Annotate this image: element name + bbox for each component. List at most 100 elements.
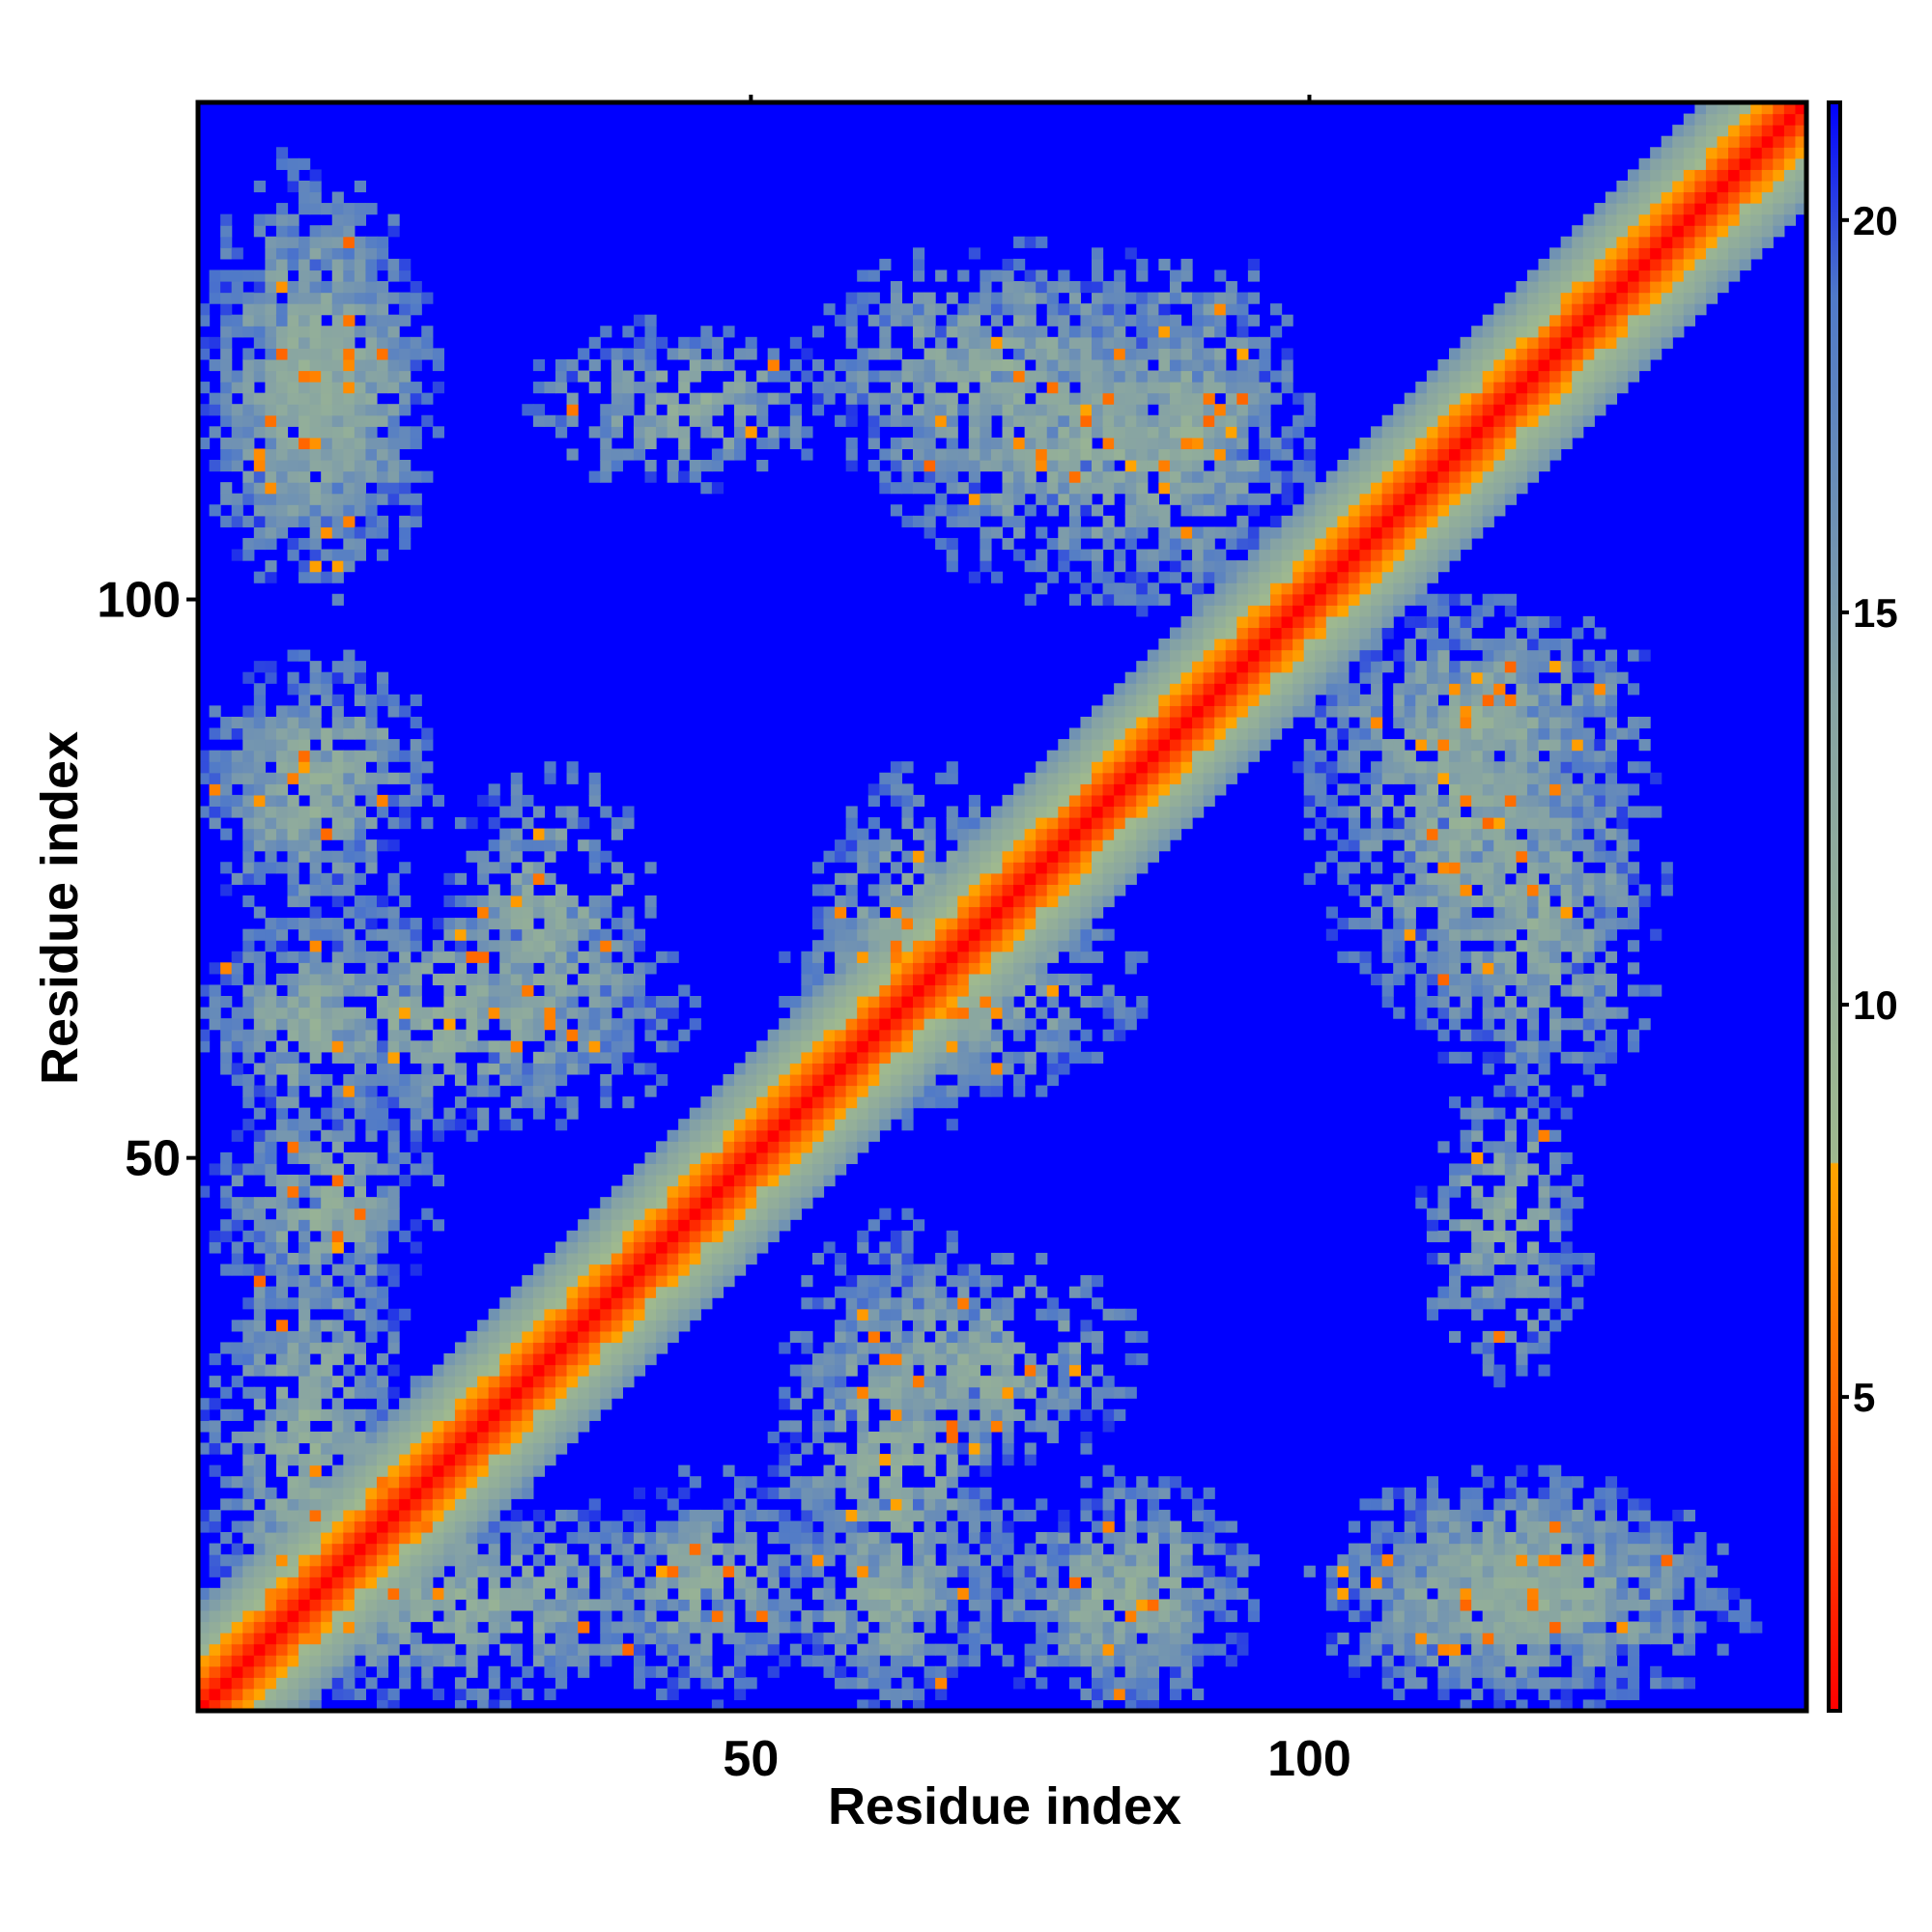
heatmap-cell — [410, 1085, 422, 1097]
heatmap-cell — [331, 850, 344, 863]
heatmap-cell — [879, 1107, 892, 1120]
heatmap-cell — [935, 962, 948, 975]
heatmap-cell — [811, 1353, 825, 1366]
heatmap-cell — [287, 671, 299, 684]
heatmap-cell — [220, 1264, 233, 1276]
heatmap-cell — [857, 1297, 869, 1310]
heatmap-cell — [600, 1073, 612, 1087]
heatmap-cell — [1024, 940, 1037, 952]
heatmap-cell — [198, 1509, 211, 1522]
heatmap-cell — [275, 1655, 289, 1667]
heatmap-cell — [1013, 515, 1026, 527]
heatmap-cell — [1036, 1308, 1048, 1321]
heatmap-cell — [901, 1297, 914, 1310]
heatmap-cell — [488, 1353, 500, 1366]
heatmap-cell — [1002, 850, 1014, 863]
heatmap-cell — [879, 1051, 892, 1064]
heatmap-cell — [275, 716, 289, 729]
heatmap-cell — [923, 1096, 936, 1109]
heatmap-cell — [298, 1621, 311, 1634]
heatmap-cell — [488, 906, 500, 919]
heatmap-cell — [656, 336, 668, 349]
heatmap-cell — [488, 1320, 500, 1332]
heatmap-cell — [231, 716, 243, 729]
heatmap-cell — [354, 1621, 367, 1634]
heatmap-cell — [901, 1252, 914, 1265]
heatmap-cell — [1046, 404, 1059, 416]
heatmap-cell — [343, 671, 355, 684]
heatmap-cell — [522, 1297, 534, 1310]
heatmap-cell — [845, 1119, 858, 1131]
heatmap-cell — [901, 1621, 914, 1634]
heatmap-cell — [309, 1386, 322, 1399]
heatmap-cell — [421, 1454, 434, 1466]
heatmap-cell — [331, 1163, 344, 1176]
heatmap-cell — [622, 1364, 635, 1377]
heatmap-cell — [968, 1487, 980, 1499]
heatmap-cell — [1002, 1063, 1014, 1075]
heatmap-cell — [354, 1442, 367, 1455]
heatmap-cell — [890, 292, 903, 304]
heatmap-cell — [387, 1185, 400, 1198]
heatmap-cell — [935, 493, 948, 505]
heatmap-cell — [957, 817, 970, 830]
heatmap-cell — [231, 794, 243, 808]
heatmap-cell — [923, 1554, 936, 1567]
heatmap-cell — [466, 1018, 478, 1031]
heatmap-cell — [578, 1029, 590, 1041]
heatmap-cell — [432, 1408, 444, 1421]
heatmap-cell — [231, 460, 243, 472]
heatmap-cell — [466, 1509, 478, 1522]
heatmap-cell — [901, 1376, 914, 1388]
heatmap-cell — [298, 951, 311, 963]
heatmap-cell — [779, 1197, 791, 1209]
heatmap-cell — [990, 1520, 1004, 1533]
heatmap-cell — [387, 1543, 400, 1555]
heatmap-cell — [1046, 951, 1059, 963]
heatmap-cell — [1024, 850, 1037, 863]
heatmap-cell — [913, 1219, 925, 1232]
heatmap-cell — [588, 1599, 601, 1611]
heatmap-cell — [354, 1688, 367, 1701]
heatmap-cell — [622, 918, 635, 930]
heatmap-cell — [532, 1107, 546, 1120]
heatmap-cell — [678, 1141, 691, 1153]
heatmap-cell — [767, 1554, 780, 1567]
heatmap-cell — [1024, 414, 1037, 427]
heatmap-cell — [879, 1029, 892, 1041]
heatmap-cell — [343, 1219, 355, 1232]
heatmap-cell — [700, 1096, 713, 1109]
heatmap-cell — [387, 705, 400, 718]
heatmap-cell — [265, 358, 277, 372]
heatmap-cell — [923, 928, 936, 941]
heatmap-cell — [756, 1643, 769, 1656]
heatmap-cell — [510, 906, 523, 919]
heatmap-cell — [980, 336, 992, 349]
heatmap-cell — [532, 1029, 546, 1041]
heatmap-cell — [354, 1554, 367, 1567]
heatmap-cell — [354, 1219, 367, 1232]
heatmap-cell — [622, 1297, 635, 1310]
heatmap-cell — [331, 1609, 344, 1623]
heatmap-cell — [1036, 1029, 1048, 1041]
heatmap-cell — [287, 504, 299, 517]
heatmap-cell — [789, 996, 802, 1009]
heatmap-cell — [801, 1029, 813, 1041]
heatmap-cell — [622, 1320, 635, 1332]
heatmap-cell — [622, 817, 635, 830]
heatmap-cell — [734, 404, 747, 416]
heatmap-cell — [309, 1476, 322, 1489]
heatmap-cell — [923, 1621, 936, 1634]
heatmap-cell — [801, 1554, 813, 1567]
heatmap-cell — [823, 1420, 836, 1433]
heatmap-cell — [331, 236, 344, 248]
heatmap-cell — [811, 1297, 825, 1310]
heatmap-cell — [1002, 1051, 1014, 1064]
heatmap-cell — [287, 1520, 299, 1533]
heatmap-cell — [890, 962, 903, 975]
heatmap-cell — [510, 1655, 523, 1667]
heatmap-cell — [365, 1655, 378, 1667]
heatmap-cell — [845, 928, 858, 941]
heatmap-cell — [678, 1487, 691, 1499]
heatmap-cell — [789, 414, 802, 427]
